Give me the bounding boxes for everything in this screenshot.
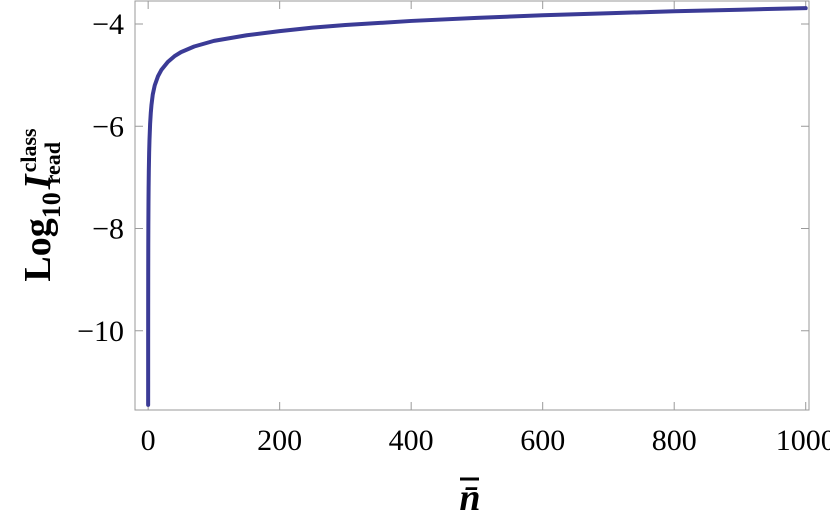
y-axis-ticks: −10 −8 −6 −4: [77, 8, 809, 348]
y-axis-label: Log10 Iclassread: [16, 128, 66, 282]
y-axis-label-log: Log: [17, 218, 59, 281]
y-axis-label-symbol: I: [17, 173, 59, 190]
y-axis-label-log-base: 10: [37, 192, 66, 218]
x-axis-ticks: 0 200 400 600 800 1000: [141, 1, 830, 457]
y-tick-label: −10: [77, 315, 124, 348]
x-tick-label: 800: [652, 424, 697, 457]
y-tick-label: −8: [92, 213, 124, 246]
x-tick-label: 200: [257, 424, 302, 457]
x-tick-label: 1000: [776, 424, 830, 457]
y-tick-label: −6: [92, 110, 124, 143]
svg-text:Log10Iclassread: Log10 Iclassread: [16, 128, 66, 282]
x-tick-label: 0: [141, 424, 156, 457]
series-line: [146, 6, 808, 407]
x-tick-label: 400: [389, 424, 434, 457]
y-axis-label-superscript: class: [16, 128, 41, 172]
y-axis-label-subscript: read: [40, 142, 65, 184]
plot-frame: [134, 0, 810, 411]
y-tick-label: −4: [92, 8, 124, 41]
x-axis-label: n̄: [459, 477, 480, 517]
x-tick-label: 600: [520, 424, 565, 457]
